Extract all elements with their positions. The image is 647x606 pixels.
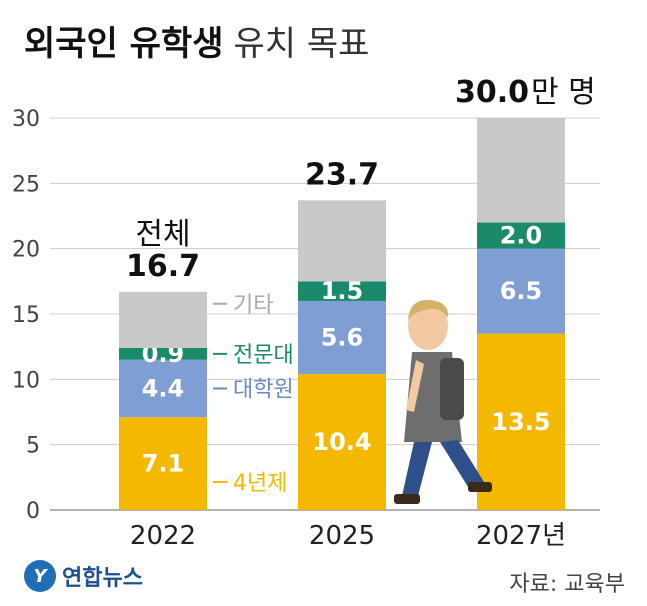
x-category-label: 2027년	[476, 521, 566, 551]
bar-segment-전문대	[477, 222, 565, 249]
logo-text: 연합뉴스	[62, 566, 143, 591]
student-leg-right	[440, 440, 484, 490]
bar-segment-기타	[298, 200, 386, 282]
y-tick-label: 25	[12, 172, 40, 197]
student-head	[408, 302, 448, 350]
bar-segment-4년제	[477, 333, 565, 510]
bar-segment-전문대	[298, 281, 386, 301]
bar-value-label: 2.0	[500, 222, 543, 250]
y-tick-label: 10	[12, 368, 40, 393]
source-label: 자료: 교육부	[509, 572, 625, 597]
student-shoe-left	[394, 494, 420, 504]
bar-value-label: 1.5	[321, 277, 364, 305]
bar-value-label: 7.1	[142, 450, 185, 478]
bar-segment-기타	[477, 118, 565, 223]
bar-value-label: 10.4	[312, 428, 371, 456]
total-value-label: 16.7	[126, 249, 200, 284]
bar-segment-4년제	[119, 417, 207, 510]
title-sub: 유치 목표	[233, 24, 370, 64]
bar-value-label: 13.5	[491, 408, 550, 436]
total-prefix-label: 전체	[135, 217, 190, 252]
bar-segment-전문대	[119, 347, 207, 360]
total-value-label: 30.0	[455, 75, 529, 110]
total-unit-label: 만 명	[531, 75, 596, 110]
bar-segment-기타	[119, 291, 207, 348]
y-tick-label: 15	[12, 303, 40, 328]
legend-label-기타: 기타	[233, 293, 273, 318]
bar-segment-대학원	[477, 248, 565, 334]
student-hair	[408, 299, 449, 320]
bar-value-label: 4.4	[142, 374, 185, 402]
yonhap-logo-icon: Y	[24, 560, 56, 592]
y-tick-label: 20	[12, 238, 40, 263]
student-illustration	[394, 299, 492, 504]
yonhap-logo: Y 연합뉴스	[24, 560, 143, 592]
title-main: 외국인 유학생	[24, 24, 224, 64]
bar-segment-대학원	[298, 300, 386, 375]
bar-value-label: 6.5	[500, 277, 543, 305]
legend-label-대학원: 대학원	[233, 377, 294, 402]
student-backpack	[440, 358, 464, 420]
bar-segment-4년제	[298, 374, 386, 510]
bar-value-label: 5.6	[321, 324, 364, 352]
legend-label-전문대: 전문대	[233, 343, 294, 368]
student-arm	[406, 360, 424, 412]
bar-segment-대학원	[119, 359, 207, 418]
y-tick-label: 5	[26, 434, 40, 459]
total-value-label: 23.7	[305, 157, 379, 192]
student-leg-left	[402, 442, 432, 496]
y-tick-label: 30	[12, 107, 40, 132]
student-shoe-right	[468, 482, 492, 492]
legend-label-4년제: 4년제	[233, 471, 287, 496]
x-category-label: 2025	[309, 521, 375, 551]
chart-title: 외국인 유학생 유치 목표	[24, 16, 369, 65]
y-tick-label: 0	[26, 499, 40, 524]
x-category-label: 2022	[130, 521, 196, 551]
